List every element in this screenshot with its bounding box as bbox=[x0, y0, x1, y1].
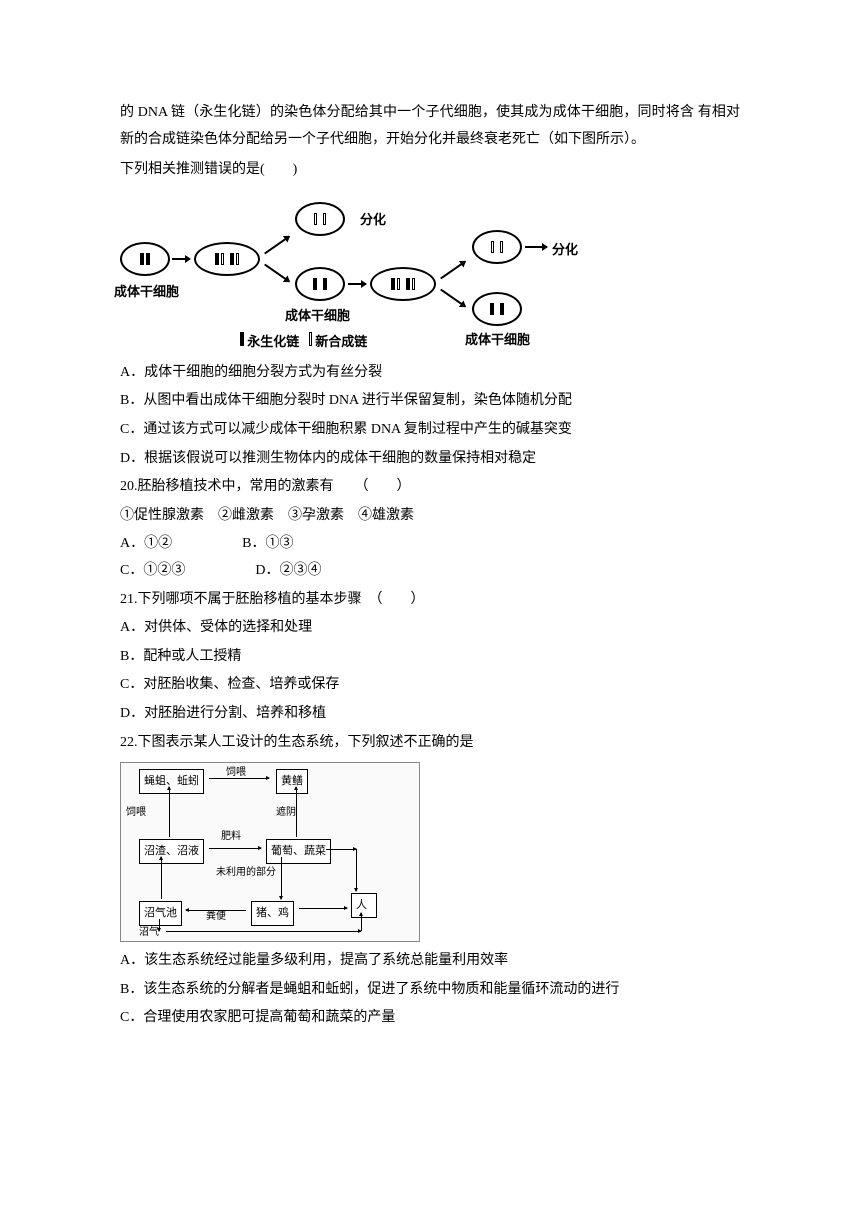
eco-arrow-biogas-down bbox=[159, 919, 160, 931]
eco-pig: 猪、鸡 bbox=[251, 901, 294, 926]
eco-eel: 黄鳝 bbox=[276, 769, 308, 794]
q22-stem: 22.下图表示某人工设计的生态系统，下列叙述不正确的是 bbox=[120, 730, 740, 757]
q20-option-c: C．①②③ bbox=[120, 558, 185, 585]
q20-row1: A．①② B．①③ bbox=[120, 531, 740, 558]
arrow-2-down bbox=[264, 263, 290, 282]
q20-items: ①促性腺激素 ②雌激素 ③孕激素 ④雄激素 bbox=[120, 503, 740, 530]
arrow-4-up bbox=[440, 260, 466, 279]
cell-4-label: 成体干细胞 bbox=[285, 304, 350, 329]
ecosystem-diagram: 蝇蛆、蚯蚓 黄鳝 饲喂 沼渣、沼液 葡萄、蔬菜 饲喂 遮阴 肥料 沼气池 猪、鸡… bbox=[120, 762, 420, 942]
q19-option-d: D．根据该假说可以推测生物体内的成体干细胞的数量保持相对稳定 bbox=[120, 446, 740, 473]
cell-2 bbox=[194, 242, 260, 276]
q21-option-c: C．对胚胎收集、检查、培养或保存 bbox=[120, 672, 740, 699]
eco-arrow-grape-pig bbox=[281, 857, 282, 899]
cell-3 bbox=[295, 202, 345, 236]
legend-black: 永生化链 bbox=[247, 334, 299, 349]
q20-stem: 20.胚胎移植技术中，常用的激素有 （ ） bbox=[120, 474, 740, 501]
eco-arrow-grape-eel bbox=[296, 787, 297, 837]
q21-option-a: A．对供体、受体的选择和处理 bbox=[120, 615, 740, 642]
q22-option-c: C．合理使用农家肥可提高葡萄和蔬菜的产量 bbox=[120, 1005, 740, 1032]
eco-arrow-grape-human bbox=[326, 849, 356, 850]
cell-6 bbox=[472, 230, 522, 264]
legend: 永生化链 新合成链 bbox=[240, 330, 367, 355]
q21-option-d: D．对胚胎进行分割、培养和移植 bbox=[120, 701, 740, 728]
eco-arrow-pig-human bbox=[299, 908, 347, 909]
intro-line-3: 下列相关推测错误的是( ) bbox=[120, 157, 740, 184]
eco-unused-label: 未利用的部分 bbox=[216, 863, 276, 882]
q22-option-b: B．该生态系统的分解者是蝇蛆和蚯蚓，促进了系统中物质和能量循环流动的进行 bbox=[120, 977, 740, 1004]
q21-stem: 21.下列哪项不属于胚胎移植的基本步骤 （ ） bbox=[120, 587, 740, 614]
eco-arrow-biogas-residue bbox=[161, 857, 162, 899]
eco-arrow-grape-human-2 bbox=[356, 849, 357, 891]
q20-option-a: A．①② bbox=[120, 531, 172, 558]
q22-option-a: A．该生态系统经过能量多级利用，提高了系统总能量利用效率 bbox=[120, 948, 740, 975]
intro-text: 的 DNA 链（永生化链）的染色体分配给其中一个子代细胞，使其成为成体干细胞，同… bbox=[120, 100, 740, 153]
eco-arrow-biogas-human bbox=[166, 931, 361, 932]
q19-option-a: A．成体干细胞的细胞分裂方式为有丝分裂 bbox=[120, 360, 740, 387]
eco-residue: 沼渣、沼液 bbox=[139, 839, 204, 864]
cell-7 bbox=[472, 292, 522, 326]
q20-row2: C．①②③ D．②③④ bbox=[120, 558, 740, 585]
q20-option-b: B．①③ bbox=[242, 531, 293, 558]
intro-line-1: 的 DNA 链（永生化链）的染色体分配给其中一个子代细胞，使其成为成体干细胞，同… bbox=[120, 105, 694, 120]
q19-option-c: C．通过该方式可以减少成体干细胞积累 DNA 复制过程中产生的碱基突变 bbox=[120, 417, 740, 444]
arrow-3 bbox=[348, 283, 366, 285]
arrow-4-down bbox=[440, 288, 466, 307]
eco-maggot: 蝇蛆、蚯蚓 bbox=[139, 769, 204, 794]
arrow-2-up bbox=[264, 235, 290, 254]
eco-arrow-pig-biogas bbox=[186, 910, 246, 911]
cell-1 bbox=[120, 242, 170, 276]
eco-arrow-biogas-human-up bbox=[361, 913, 362, 931]
eco-biogas-out-label: 沼气 bbox=[139, 923, 159, 942]
q20-option-d: D．②③④ bbox=[255, 558, 321, 585]
cell-4 bbox=[295, 267, 345, 301]
eco-human: 人 bbox=[351, 893, 377, 918]
diff-label-2: 分化 bbox=[552, 238, 578, 263]
arrow-5 bbox=[525, 246, 547, 248]
cell-5 bbox=[370, 267, 436, 301]
eco-arrow-maggot-eel bbox=[209, 778, 269, 779]
cell-7-label: 成体干细胞 bbox=[465, 328, 530, 353]
legend-white: 新合成链 bbox=[315, 334, 367, 349]
stem-cell-diagram: 成体干细胞 分化 成体干细胞 分化 成体干细胞 永生化链 新合成链 bbox=[120, 192, 660, 352]
eco-feed2-label: 饲喂 bbox=[126, 803, 146, 822]
q21-option-b: B．配种或人工授精 bbox=[120, 644, 740, 671]
diff-label-1: 分化 bbox=[360, 208, 386, 233]
eco-fertilizer-label: 肥料 bbox=[221, 827, 241, 846]
q19-option-b: B．从图中看出成体干细胞分裂时 DNA 进行半保留复制，染色体随机分配 bbox=[120, 388, 740, 415]
cell-1-label: 成体干细胞 bbox=[114, 280, 179, 305]
eco-arrow-residue-maggot bbox=[169, 787, 170, 837]
arrow-1 bbox=[172, 258, 190, 260]
eco-grape: 葡萄、蔬菜 bbox=[266, 839, 331, 864]
eco-shade-label: 遮阴 bbox=[276, 803, 296, 822]
eco-feed1-label: 饲喂 bbox=[226, 763, 246, 782]
eco-arrow-residue-grape bbox=[209, 848, 261, 849]
